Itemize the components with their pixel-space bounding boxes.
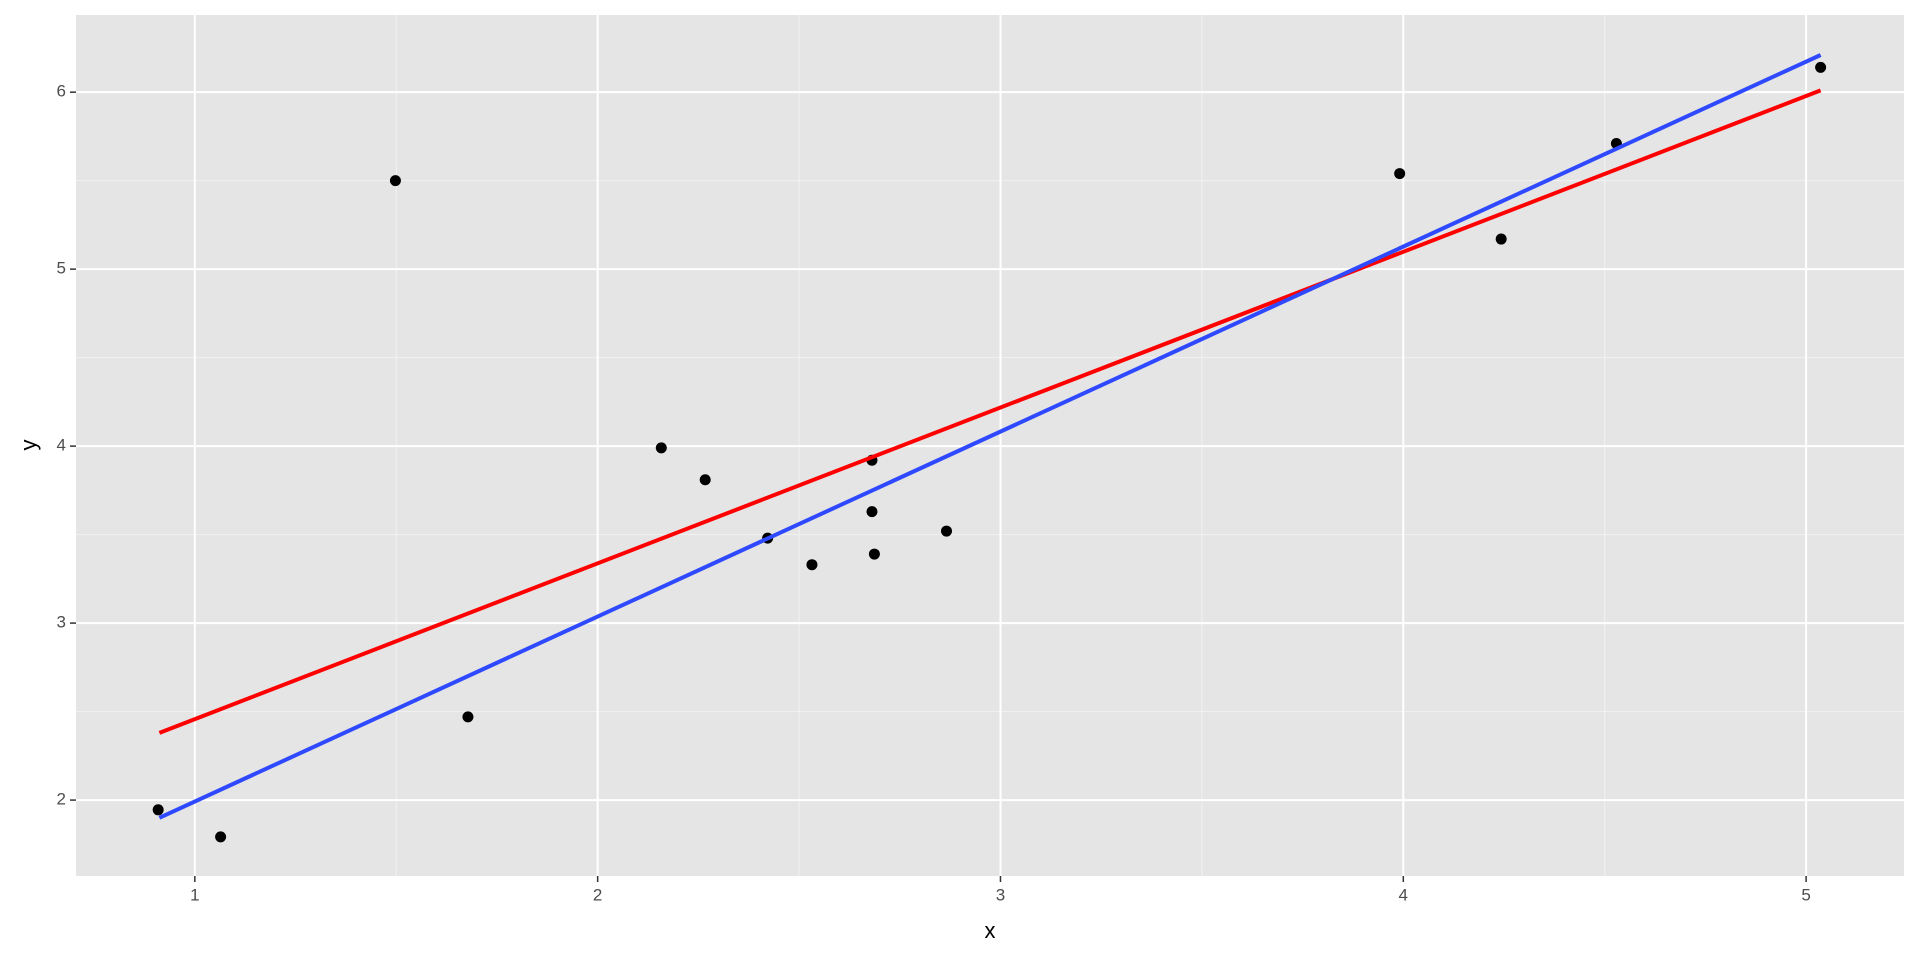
point — [866, 506, 878, 518]
point — [655, 442, 667, 454]
point — [699, 474, 711, 486]
x-tick-label: 5 — [1801, 885, 1810, 904]
y-tick-label: 5 — [57, 259, 66, 278]
point — [1815, 61, 1827, 73]
point — [868, 548, 880, 560]
y-tick-label: 6 — [57, 82, 66, 101]
point — [152, 804, 164, 816]
point — [940, 525, 952, 537]
y-tick-label: 2 — [57, 790, 66, 809]
y-axis-title: y — [16, 440, 41, 451]
x-axis-title: x — [985, 918, 996, 943]
x-tick-label: 1 — [190, 885, 199, 904]
point — [215, 831, 227, 843]
fit-line — [158, 53, 1822, 820]
point — [1495, 233, 1507, 245]
point — [806, 559, 818, 571]
point — [462, 711, 474, 723]
y-tick-label: 3 — [57, 613, 66, 632]
y-tick-label: 4 — [57, 436, 66, 455]
x-tick-label: 3 — [996, 885, 1005, 904]
point — [389, 175, 401, 187]
x-tick-label: 4 — [1399, 885, 1408, 904]
fit-line — [158, 88, 1822, 735]
point — [1394, 168, 1406, 180]
x-tick-label: 2 — [593, 885, 602, 904]
